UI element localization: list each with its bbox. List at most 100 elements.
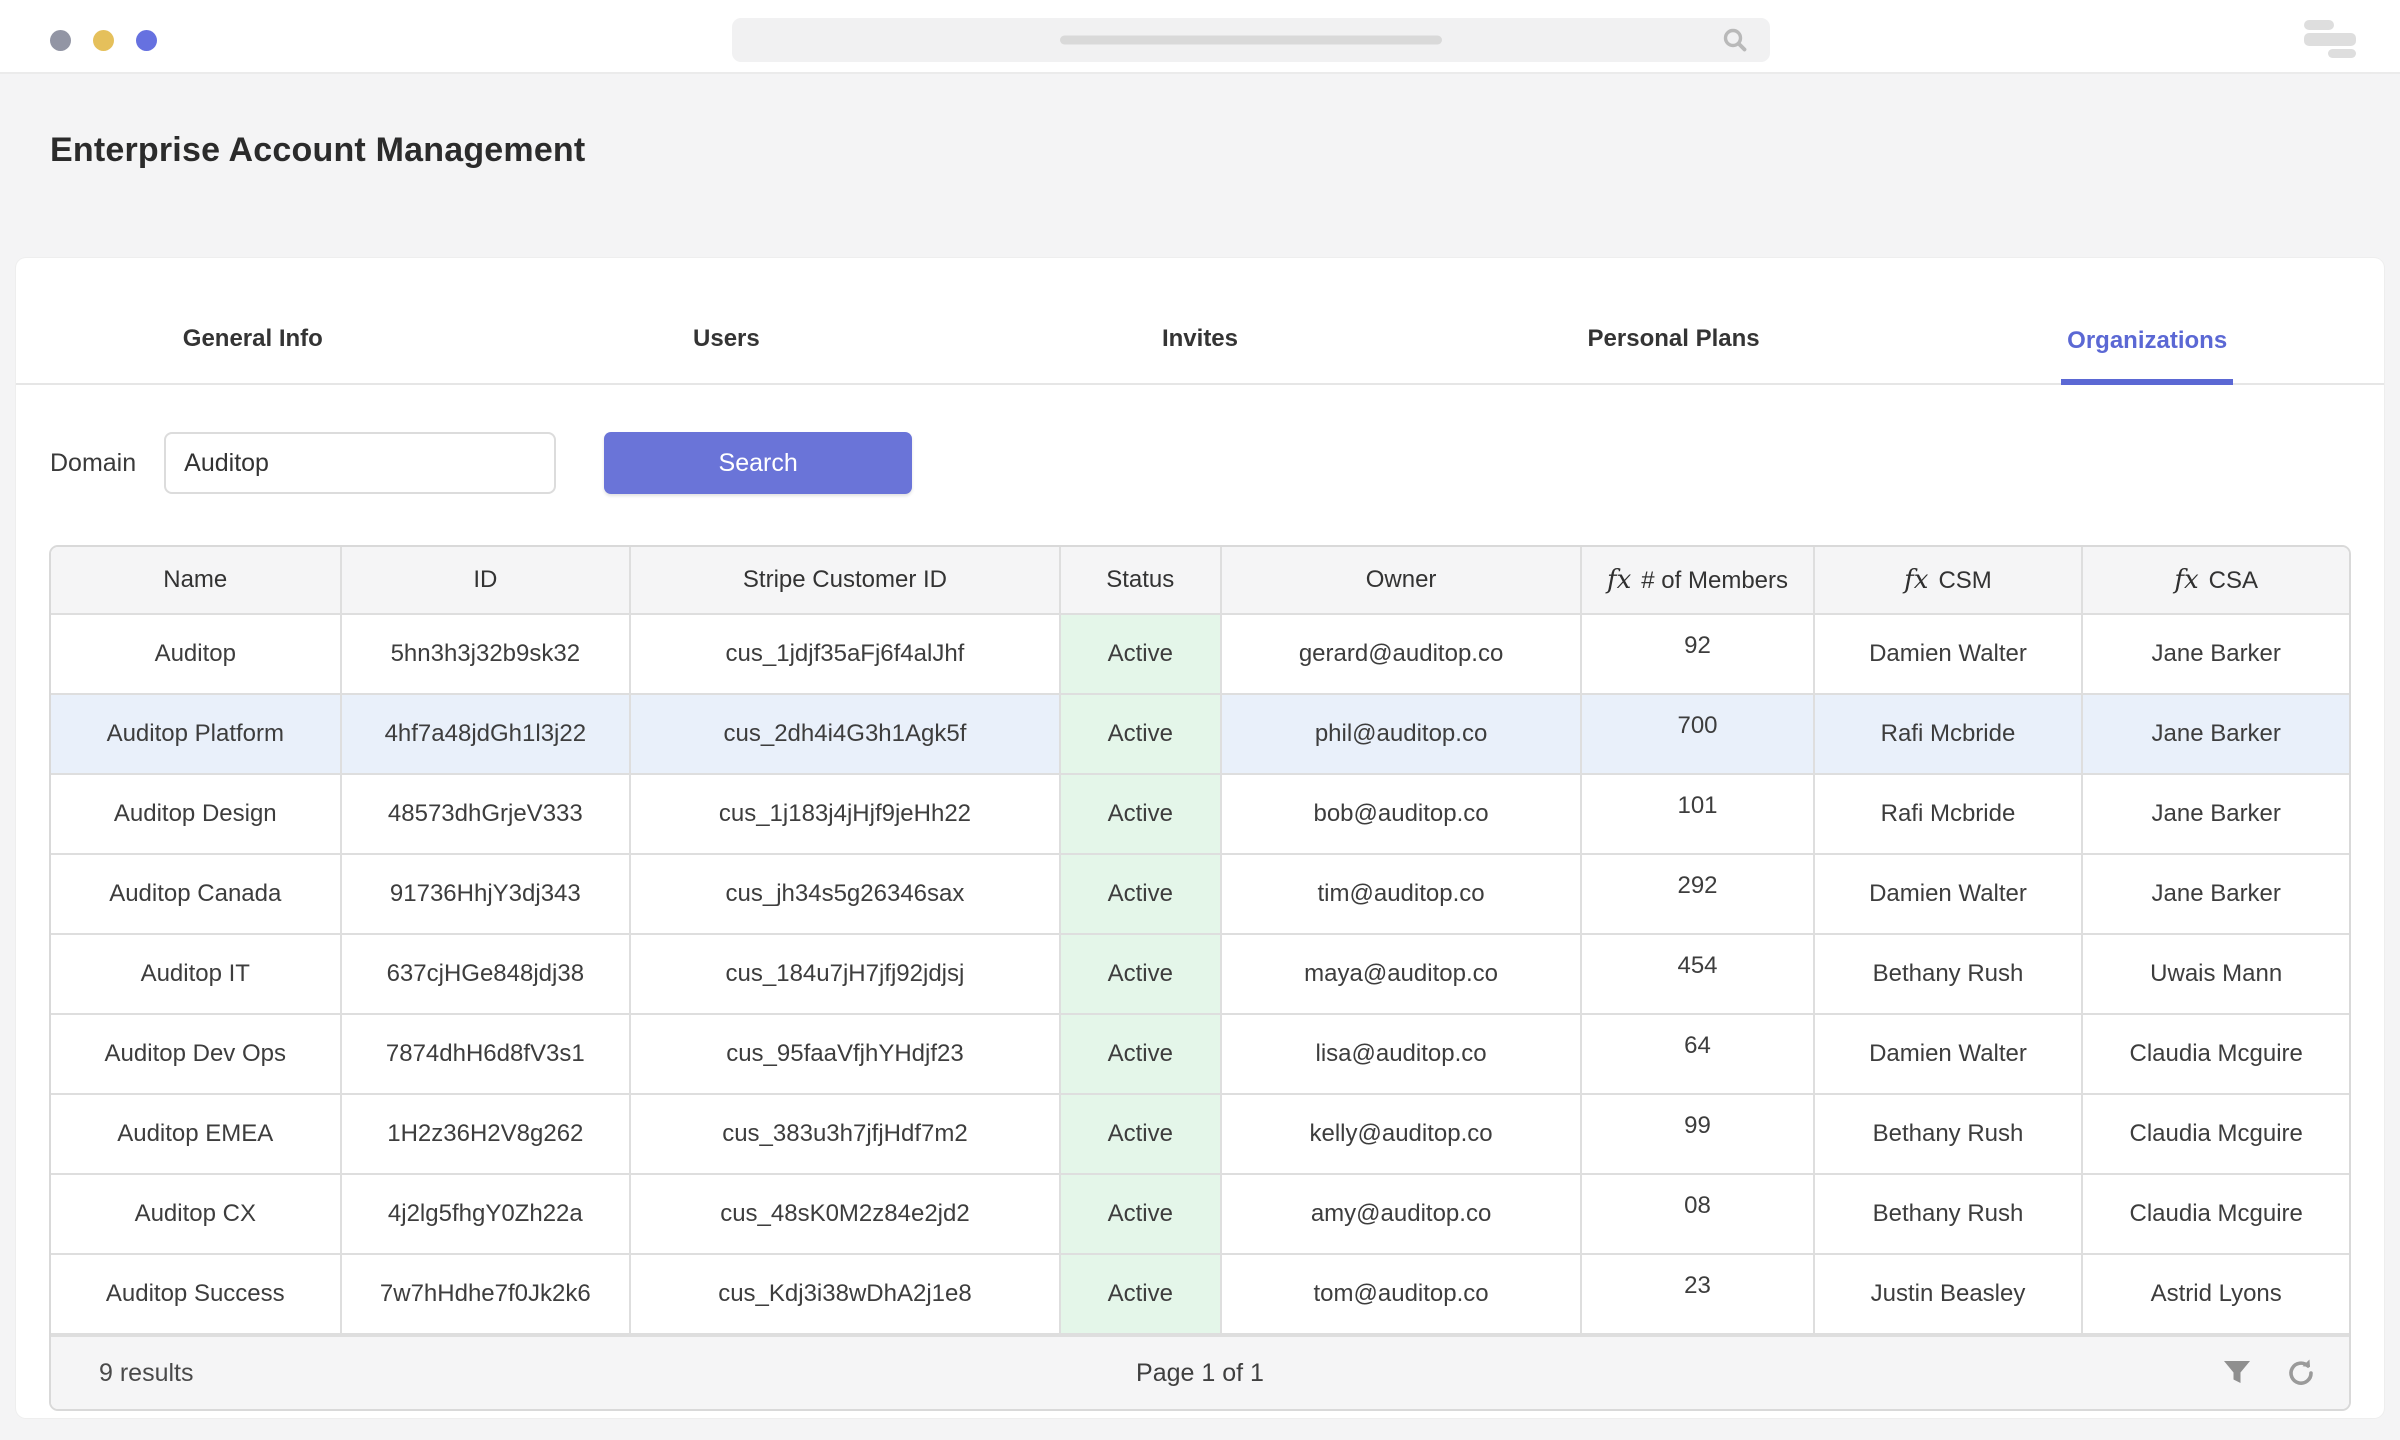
organizations-table: Name ID Stripe Customer ID Status Owner … <box>49 545 2351 1411</box>
column-header-id: ID <box>339 547 632 615</box>
cell-status: Active <box>1058 693 1222 775</box>
cell-csa: Claudia Mcguire <box>2081 1013 2349 1095</box>
cell-csm: Bethany Rush <box>1812 1093 2084 1175</box>
cell-id: 48573dhGrjeV333 <box>339 773 632 855</box>
column-header-members: fx # of Members <box>1580 547 1815 615</box>
results-count: 9 results <box>99 1358 194 1387</box>
cell-status: Active <box>1058 1013 1222 1095</box>
window-control-blue[interactable] <box>136 30 157 51</box>
cell-name: Auditop Platform <box>51 693 342 775</box>
column-header-csa: fx CSA <box>2081 547 2349 615</box>
cell-members: 454 <box>1580 933 1815 1015</box>
cell-csa: Astrid Lyons <box>2081 1253 2349 1335</box>
cell-owner: tom@auditop.co <box>1219 1253 1583 1335</box>
cell-csm: Damien Walter <box>1812 613 2084 695</box>
table-row[interactable]: Auditop EMEA 1H2z36H2V8g262 cus_383u3h7jfj… <box>51 1093 2349 1175</box>
window-control-gray[interactable] <box>50 30 71 51</box>
table-row[interactable]: Auditop Success 7w7hHdhe7f0Jk2k6 cus_Kdj3i… <box>51 1253 2349 1335</box>
cell-owner: bob@auditop.co <box>1219 773 1583 855</box>
cell-status: Active <box>1058 613 1222 695</box>
tab-users[interactable]: Users <box>693 325 760 352</box>
cell-stripe-customer-id: cus_Kdj3i38wDhA2j1e8 <box>629 1253 1061 1335</box>
cell-csa: Jane Barker <box>2081 613 2349 695</box>
cell-id: 4j2lg5fhgY0Zh22a <box>339 1173 632 1255</box>
tab-bar: General Info Users Invites Personal Plan… <box>16 258 2384 385</box>
domain-label: Domain <box>50 448 137 477</box>
cell-owner: phil@auditop.co <box>1219 693 1583 775</box>
cell-name: Auditop Dev Ops <box>51 1013 342 1095</box>
cell-id: 91736HhjY3dj343 <box>339 853 632 935</box>
fx-icon: fx <box>1904 565 1929 595</box>
cell-members: 64 <box>1580 1013 1815 1095</box>
window-control-yellow[interactable] <box>93 30 114 51</box>
cell-status: Active <box>1058 933 1222 1015</box>
cell-members: 292 <box>1580 853 1815 935</box>
fx-icon: fx <box>2174 565 2199 595</box>
cell-name: Auditop <box>51 613 342 695</box>
table-header-row: Name ID Stripe Customer ID Status Owner … <box>51 547 2349 615</box>
cell-stripe-customer-id: cus_1jdjf35aFj6f4alJhf <box>629 613 1061 695</box>
cell-csm: Damien Walter <box>1812 1013 2084 1095</box>
cell-name: Auditop EMEA <box>51 1093 342 1175</box>
cell-status: Active <box>1058 853 1222 935</box>
cell-status: Active <box>1058 1253 1222 1335</box>
cell-name: Auditop IT <box>51 933 342 1015</box>
page-indicator: Page 1 of 1 <box>1136 1358 1264 1387</box>
cell-owner: gerard@auditop.co <box>1219 613 1583 695</box>
cell-csm: Damien Walter <box>1812 853 2084 935</box>
main-card: General Info Users Invites Personal Plan… <box>16 258 2384 1418</box>
table-row[interactable]: Auditop 5hn3h3j32b9sk32 cus_1jdjf35aFj6f4a… <box>51 613 2349 695</box>
cell-id: 1H2z36H2V8g262 <box>339 1093 632 1175</box>
bar <box>2328 49 2356 58</box>
cell-owner: maya@auditop.co <box>1219 933 1583 1015</box>
cell-csa: Jane Barker <box>2081 853 2349 935</box>
cell-csm: Bethany Rush <box>1812 933 2084 1015</box>
cell-csm: Rafi Mcbride <box>1812 773 2084 855</box>
cell-stripe-customer-id: cus_1j183j4jHjf9jeHh22 <box>629 773 1061 855</box>
table-row[interactable]: Auditop Canada 91736HhjY3dj343 cus_jh34s5g… <box>51 853 2349 935</box>
table-row[interactable]: Auditop Design 48573dhGrjeV333 cus_1j183j4… <box>51 773 2349 855</box>
page-title: Enterprise Account Management <box>50 131 586 169</box>
tab-invites[interactable]: Invites <box>1161 325 1238 352</box>
chrome-search-bar[interactable] <box>732 18 1770 62</box>
column-header-owner: Owner <box>1219 547 1583 615</box>
cell-id: 4hf7a48jdGh1l3j22 <box>339 693 632 775</box>
cell-csa: Jane Barker <box>2081 693 2349 775</box>
tab-organizations[interactable]: Organizations <box>1910 258 2384 385</box>
chrome-search-placeholder-line <box>1060 35 1442 45</box>
cell-csa: Claudia Mcguire <box>2081 1093 2349 1175</box>
bar <box>2304 33 2356 46</box>
cell-stripe-customer-id: cus_95faaVfjhYHdjf23 <box>629 1013 1061 1095</box>
table-row[interactable]: Auditop CX 4j2lg5fhgY0Zh22a cus_48sK0M2z84… <box>51 1173 2349 1255</box>
cell-members: 99 <box>1580 1093 1815 1175</box>
search-button[interactable]: Search <box>604 432 913 494</box>
table-footer: 9 results Page 1 of 1 <box>51 1335 2349 1409</box>
column-header-name: Name <box>51 547 342 615</box>
cell-stripe-customer-id: cus_383u3h7jfjHdf7m2 <box>629 1093 1061 1175</box>
cell-stripe-customer-id: cus_184u7jH7jfj92jdjsj <box>629 933 1061 1015</box>
cell-status: Active <box>1058 1173 1222 1255</box>
column-header-status: Status <box>1058 547 1222 615</box>
column-header-csm: fx CSM <box>1812 547 2084 615</box>
cell-owner: tim@auditop.co <box>1219 853 1583 935</box>
refresh-icon[interactable] <box>2283 1355 2319 1391</box>
cell-csm: Bethany Rush <box>1812 1173 2084 1255</box>
tab-personal-plans[interactable]: Personal Plans <box>1587 325 1760 352</box>
stacked-bars-icon[interactable] <box>2304 20 2364 58</box>
cell-name: Auditop Success <box>51 1253 342 1335</box>
cell-id: 5hn3h3j32b9sk32 <box>339 613 632 695</box>
table-body: Auditop 5hn3h3j32b9sk32 cus_1jdjf35aFj6f4a… <box>51 613 2349 1335</box>
tab-general-info[interactable]: General Info <box>182 325 323 352</box>
table-row[interactable]: Auditop Dev Ops 7874dhH6d8fV3s1 cus_95faaV… <box>51 1013 2349 1095</box>
filter-icon[interactable] <box>2219 1355 2255 1391</box>
table-row[interactable]: Auditop IT 637cjHGe848jdj38 cus_184u7jH7jf… <box>51 933 2349 1015</box>
cell-owner: lisa@auditop.co <box>1219 1013 1583 1095</box>
cell-stripe-customer-id: cus_2dh4i4G3h1Agk5f <box>629 693 1061 775</box>
cell-members: 101 <box>1580 773 1815 855</box>
fx-icon: fx <box>1606 565 1632 595</box>
table-row[interactable]: Auditop Platform 4hf7a48jdGh1l3j22 cus_2dh… <box>51 693 2349 775</box>
domain-input[interactable] <box>164 432 557 494</box>
cell-id: 637cjHGe848jdj38 <box>339 933 632 1015</box>
cell-members: 92 <box>1580 613 1815 695</box>
cell-owner: amy@auditop.co <box>1219 1173 1583 1255</box>
